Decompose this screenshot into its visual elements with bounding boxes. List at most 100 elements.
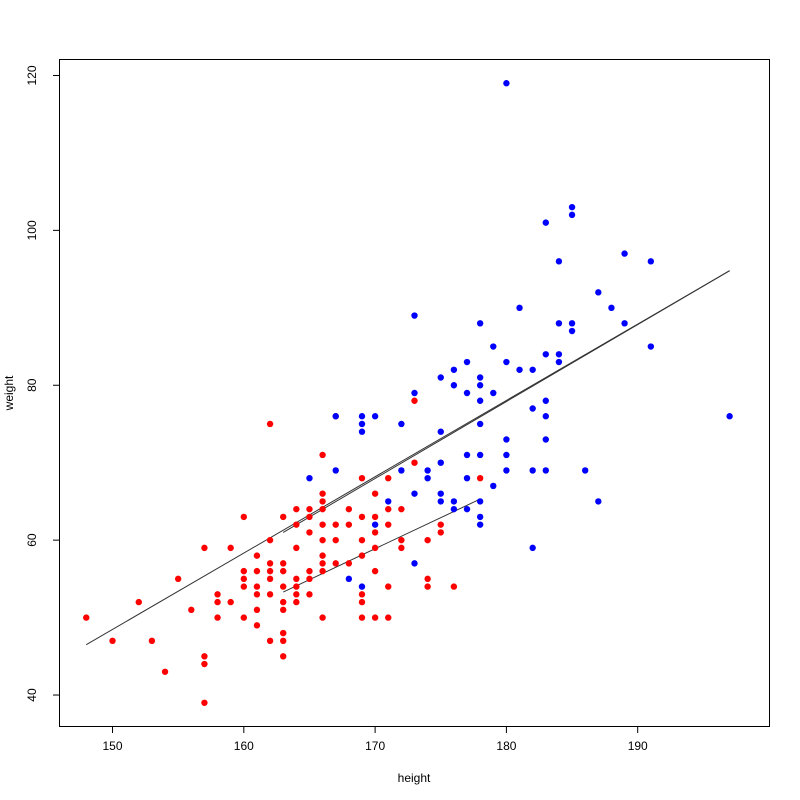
data-point xyxy=(345,505,353,513)
data-point xyxy=(358,420,366,428)
data-point xyxy=(280,637,287,645)
data-point xyxy=(371,413,379,420)
data-point xyxy=(280,653,287,660)
data-point xyxy=(293,583,300,590)
data-point xyxy=(476,374,484,381)
data-point xyxy=(595,289,602,296)
data-point xyxy=(371,521,379,528)
data-point xyxy=(358,614,366,621)
data-point xyxy=(280,606,287,614)
data-point xyxy=(437,459,444,466)
data-point xyxy=(371,614,379,621)
y-tick-label: 60 xyxy=(25,533,39,547)
data-point xyxy=(358,598,366,606)
data-point xyxy=(450,505,458,513)
data-point xyxy=(621,250,628,257)
data-point xyxy=(293,521,300,528)
data-point xyxy=(437,529,444,536)
data-point xyxy=(332,413,339,420)
fit-line xyxy=(282,498,481,593)
data-point xyxy=(319,498,326,505)
data-point xyxy=(253,567,261,575)
x-tick-label: 180 xyxy=(496,739,516,753)
data-point xyxy=(280,567,287,575)
data-point xyxy=(293,591,300,598)
data-point xyxy=(398,536,405,544)
data-point xyxy=(542,467,549,474)
data-point xyxy=(358,583,366,590)
data-point xyxy=(385,505,392,513)
data-point xyxy=(201,653,208,660)
data-point xyxy=(319,505,326,513)
data-point xyxy=(240,614,248,621)
data-point xyxy=(555,258,563,265)
data-point xyxy=(463,505,471,513)
data-point xyxy=(240,583,248,590)
data-point xyxy=(280,513,287,521)
data-point xyxy=(398,467,405,474)
data-point xyxy=(293,505,300,513)
y-tick-label: 120 xyxy=(25,65,39,85)
data-point xyxy=(437,521,444,528)
data-point xyxy=(253,583,261,590)
data-point xyxy=(371,567,379,575)
data-point xyxy=(358,513,366,521)
data-point xyxy=(621,320,628,327)
data-point xyxy=(135,598,142,606)
data-point xyxy=(253,622,261,629)
data-point xyxy=(490,343,497,350)
data-point xyxy=(581,467,589,474)
data-point xyxy=(266,420,274,428)
data-point xyxy=(174,575,182,583)
data-point xyxy=(555,358,563,366)
data-point xyxy=(503,467,510,474)
data-point xyxy=(332,560,339,567)
data-point xyxy=(398,544,405,552)
data-point xyxy=(227,598,234,606)
data-point xyxy=(332,521,339,528)
data-point xyxy=(358,413,366,420)
data-point xyxy=(358,552,366,559)
data-point xyxy=(424,467,431,474)
fit-lines xyxy=(86,270,730,646)
data-point xyxy=(306,567,313,575)
data-point xyxy=(490,482,497,490)
data-point xyxy=(214,598,221,606)
data-point xyxy=(280,583,287,590)
data-point xyxy=(371,529,379,536)
data-point xyxy=(109,637,116,645)
x-tick-label: 160 xyxy=(234,739,254,753)
data-point xyxy=(306,474,313,482)
data-point xyxy=(266,637,274,645)
data-point xyxy=(437,498,444,505)
x-axis: 150 160 170 180 190 xyxy=(103,726,648,753)
data-point xyxy=(529,544,536,552)
data-point xyxy=(319,560,326,567)
data-point xyxy=(529,405,536,412)
data-point xyxy=(608,304,615,312)
data-point xyxy=(371,513,379,521)
data-point xyxy=(542,436,549,443)
data-point xyxy=(240,567,248,575)
data-point xyxy=(319,614,326,621)
data-point xyxy=(424,583,431,590)
data-point xyxy=(266,560,274,567)
data-point xyxy=(398,505,405,513)
data-point xyxy=(503,451,510,459)
y-tick-label: 40 xyxy=(25,688,39,702)
data-point xyxy=(319,451,326,459)
data-point xyxy=(450,382,458,389)
data-point xyxy=(726,413,733,420)
data-point xyxy=(411,560,418,567)
data-point xyxy=(319,490,326,497)
data-point xyxy=(358,591,366,598)
data-point xyxy=(148,637,156,645)
data-point xyxy=(306,591,313,598)
data-point xyxy=(542,351,549,358)
y-axis: 40 60 80 100 120 xyxy=(25,65,60,702)
data-point xyxy=(266,536,274,544)
data-point xyxy=(371,490,379,497)
data-point xyxy=(476,513,484,521)
data-point xyxy=(253,552,261,559)
